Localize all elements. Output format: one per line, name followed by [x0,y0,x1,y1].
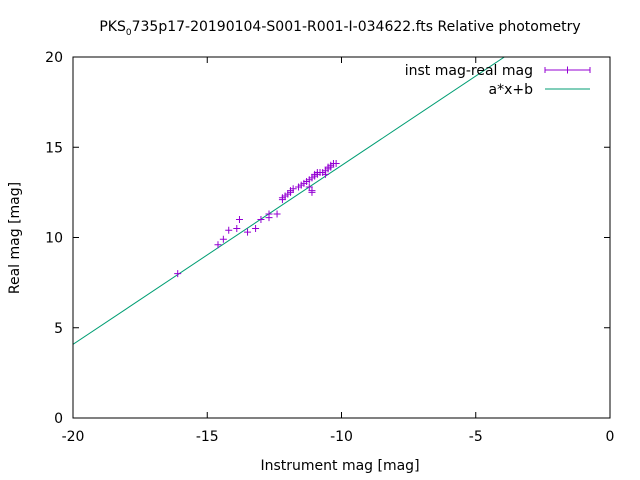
y-tick-label: 5 [54,321,63,337]
data-point [214,241,222,249]
y-tick-label: 10 [45,231,63,247]
y-tick-label: 20 [45,50,63,66]
x-tick-label: -10 [330,429,353,445]
x-axis-label: Instrument mag [mag] [260,458,419,474]
chart-title: PKS0735p17-20190104-S001-R001-I-034622.f… [99,19,580,38]
data-point [252,224,260,232]
data-point [313,169,321,177]
y-tick-label: 15 [45,140,63,156]
data-point [225,226,233,234]
data-point [308,188,316,196]
x-tick-label: -15 [196,429,219,445]
y-tick-label: 0 [54,411,63,427]
data-point [233,224,241,232]
tick-labels: -20 -15 -10 -5 0 0 5 10 15 20 [45,50,614,445]
legend-label-fit: a*x+b [489,82,534,98]
y-axis-label: Real mag [mag] [7,182,23,294]
data-point [265,210,273,218]
x-tick-label: 0 [606,429,615,445]
data-point [332,159,340,167]
legend: inst mag-real mag a*x+b [405,63,591,98]
data-point [289,185,297,193]
chart-title-subscript: 0 [126,28,132,38]
data-point [174,270,182,278]
axis-ticks [72,56,611,419]
legend-label-points: inst mag-real mag [405,63,533,79]
x-tick-label: -20 [62,429,85,445]
data-point [235,215,243,223]
chart-title-prefix: PKS [99,19,126,35]
data-point [273,210,281,218]
legend-marker-points [544,66,591,74]
plot-frame [72,56,611,419]
fit-line [73,57,506,345]
legend-key-points [544,66,591,74]
data-point [257,215,265,223]
data-points [174,159,340,278]
chart-title-rest: 735p17-20190104-S001-R001-I-034622.fts R… [132,19,581,35]
data-point [244,228,252,236]
data-point [305,183,313,191]
fit-line-layer [73,57,506,345]
x-tick-label: -5 [469,429,483,445]
data-point [219,235,227,243]
